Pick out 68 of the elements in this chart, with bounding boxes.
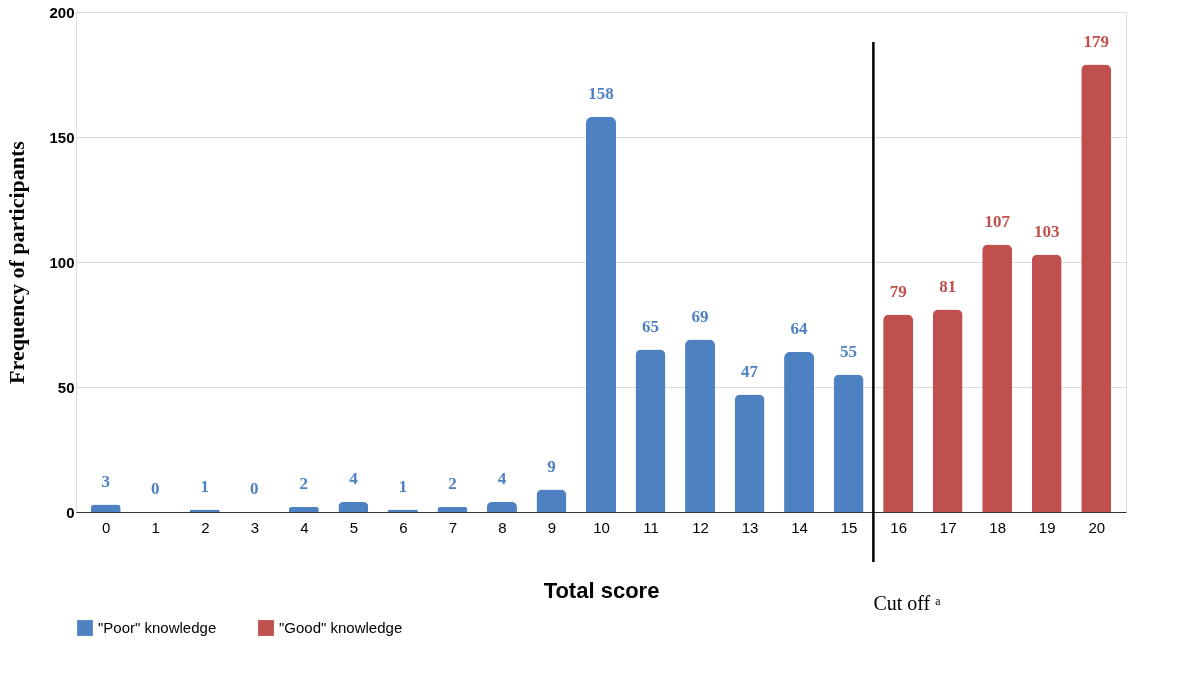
x-tick-label: 3	[250, 518, 260, 536]
y-tick-label: 50	[57, 378, 75, 396]
x-tick-label: 0	[102, 518, 111, 536]
x-tick-label: 8	[498, 518, 507, 536]
x-tick-label: 16	[890, 518, 907, 536]
data-label: 69	[691, 306, 709, 326]
x-tick-label: 15	[840, 518, 858, 536]
data-label: 179	[1083, 31, 1109, 51]
y-tick-label: 0	[66, 503, 75, 521]
bar	[784, 352, 815, 512]
data-label: 64	[790, 319, 809, 338]
bar	[734, 394, 765, 512]
y-tick-label: 200	[49, 3, 75, 21]
bar	[635, 349, 666, 512]
data-label: 65	[642, 316, 660, 336]
y-tick-label: 150	[49, 128, 75, 146]
data-label: 3	[101, 471, 111, 491]
x-tick-label: 18	[989, 518, 1007, 536]
bar	[338, 502, 369, 512]
data-label: 0	[250, 479, 259, 498]
data-label: 0	[151, 479, 160, 498]
bar	[1081, 64, 1112, 512]
x-tick-label: 10	[593, 518, 610, 536]
ref-line-label: Cut off ᵃ	[873, 592, 942, 614]
x-tick-label: 12	[692, 518, 709, 536]
x-tick-label: 11	[643, 518, 659, 536]
data-label: 47	[741, 361, 759, 381]
data-label: 79	[889, 281, 907, 301]
x-tick-label: 20	[1088, 518, 1106, 536]
x-tick-label: 6	[399, 518, 408, 536]
x-tick-label: 7	[448, 518, 458, 536]
data-label: 103	[1033, 221, 1060, 241]
bar	[288, 507, 319, 512]
legend-label: "Poor" knowledge	[98, 619, 217, 636]
x-tick-label: 9	[547, 518, 557, 536]
y-axis-title: Frequency of participants	[4, 140, 30, 384]
bar	[883, 314, 914, 512]
x-tick-label: 17	[939, 518, 957, 536]
x-tick-label: 5	[349, 518, 359, 536]
bar	[685, 339, 716, 512]
x-tick-label: 2	[201, 518, 210, 536]
bar	[932, 309, 963, 512]
x-tick-label: 19	[1038, 518, 1056, 536]
x-tick-label: 14	[791, 518, 808, 536]
x-tick-label: 13	[741, 518, 759, 536]
bar	[486, 502, 517, 512]
data-label: 9	[547, 456, 556, 476]
bar	[982, 244, 1013, 512]
data-label: 107	[984, 211, 1011, 231]
data-label: 2	[299, 474, 309, 493]
bar	[536, 489, 567, 512]
bar	[1031, 254, 1062, 512]
bar	[437, 507, 468, 512]
y-tick-label: 100	[49, 253, 75, 271]
data-label: 4	[349, 469, 359, 488]
bar	[586, 117, 616, 512]
data-label: 158	[588, 84, 614, 103]
data-label: 55	[840, 341, 858, 361]
x-tick-label: 1	[151, 518, 160, 536]
bar	[833, 374, 864, 512]
data-label: 1	[200, 476, 210, 496]
data-label: 1	[398, 476, 408, 496]
data-label: 81	[939, 276, 957, 296]
x-axis-title: Total score	[543, 577, 660, 603]
data-label: 4	[497, 469, 507, 488]
legend-label: "Good" knowledge	[279, 619, 403, 636]
data-label: 2	[448, 474, 457, 493]
x-tick-label: 4	[300, 518, 309, 536]
